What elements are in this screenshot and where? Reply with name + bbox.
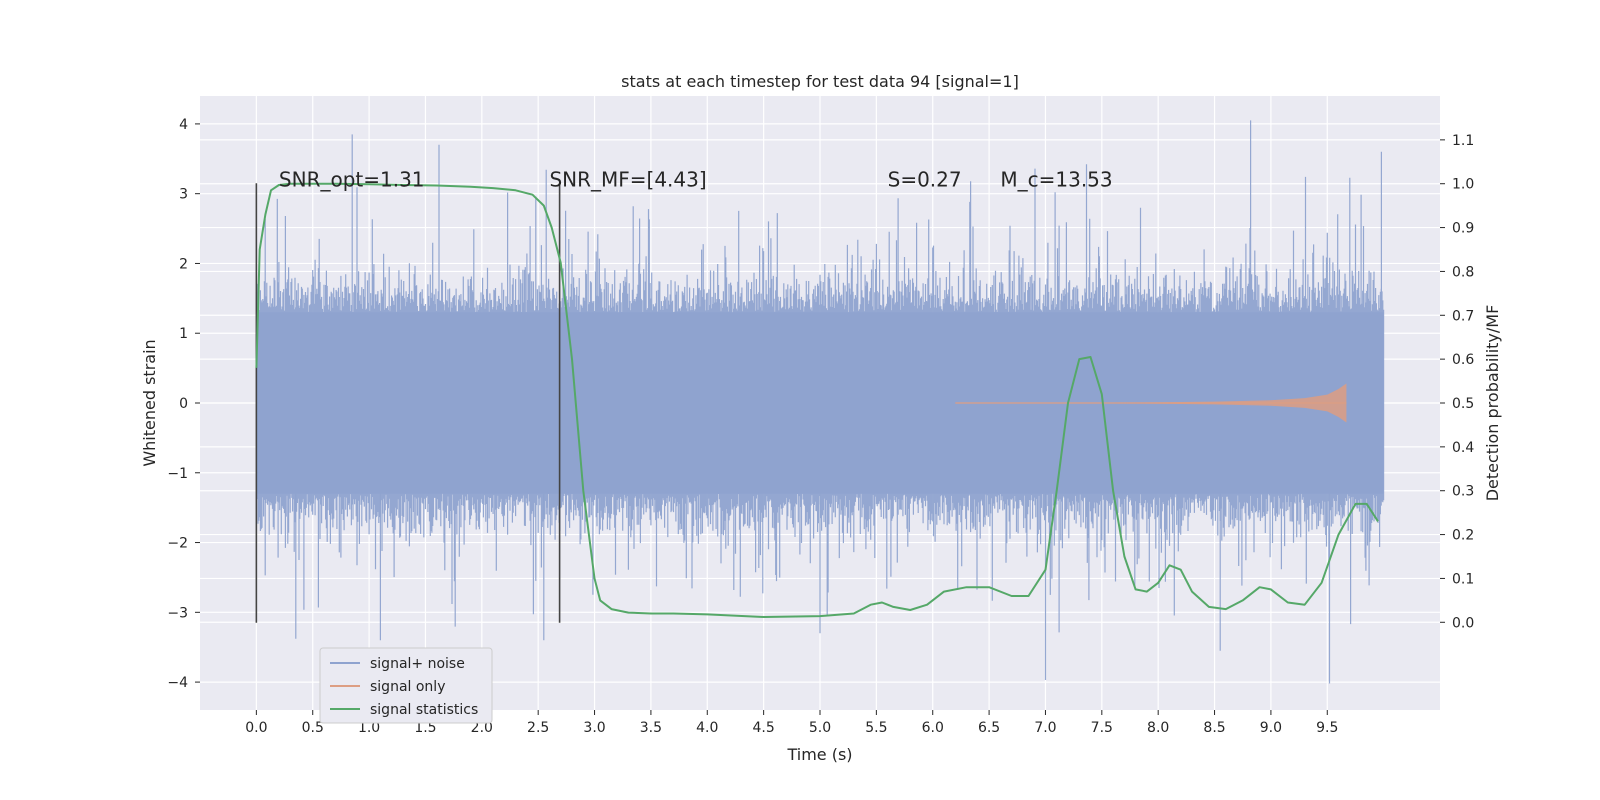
x-tick-label: 4.0 [696,720,718,736]
legend-label-signal-noise: signal+ noise [370,656,465,672]
y2-tick-label: 0.8 [1452,264,1474,280]
y-tick-label: 2 [179,256,188,272]
annotations: SNR_opt=1.31 SNR_MF=[4.43] S=0.27 M_c=13.53 [279,168,1113,192]
y2-axis-label: Detection probability/MF [1483,305,1502,502]
legend-label-signal-only: signal only [370,679,445,695]
x-tick-label: 8.5 [1203,720,1225,736]
x-tick-label: 6.0 [922,720,944,736]
y2-tick-label: 0.1 [1452,571,1474,587]
x-axis-ticks: 0.0 0.5 1.0 1.5 2.0 2.5 3.0 3.5 4.0 4.5 5.0 5.5 6.0 6… [245,710,1338,736]
y2-tick-label: 1.1 [1452,133,1474,149]
x-tick-label: 9.0 [1260,720,1282,736]
x-tick-label: 7.0 [1034,720,1056,736]
y2-tick-label: 0.9 [1452,221,1474,237]
annotation-mc: M_c=13.53 [1000,168,1112,192]
x-tick-label: 1.0 [358,720,380,736]
x-tick-label: 1.5 [414,720,436,736]
x-tick-label: 0.5 [302,720,324,736]
y2-tick-label: 0.0 [1452,615,1474,631]
annotation-s: S=0.27 [888,168,962,192]
x-tick-label: 3.0 [583,720,605,736]
legend-box [319,647,493,724]
x-tick-label: 0.0 [245,720,267,736]
series-signal-statistics [255,182,1379,618]
x-tick-label: 8.0 [1147,720,1169,736]
legend-label-signal-statistics: signal statistics [370,702,478,718]
x-tick-label: 4.5 [753,720,775,736]
y2-tick-label: 0.3 [1452,484,1474,500]
chart-title: stats at each timestep for test data 94 … [621,72,1019,91]
x-tick-label: 5.0 [809,720,831,736]
y-axis-ticks: −4 −3 −2 −1 0 1 2 3 4 [167,117,200,691]
y2-axis-ticks: 0.0 0.1 0.2 0.3 0.4 0.5 0.6 0.7 0.8 0.9 1.0 1.1 [1440,133,1474,631]
plot-area [255,120,1385,684]
y-tick-label: −2 [167,536,188,552]
y-tick-label: 3 [179,187,188,203]
y-tick-label: −3 [167,605,188,621]
annotation-snr-opt: SNR_opt=1.31 [279,168,425,192]
x-tick-label: 2.5 [527,720,549,736]
legend: signal+ noise signal only signal statist… [319,647,493,724]
y-tick-label: 1 [179,326,188,342]
annotation-snr-mf: SNR_MF=[4.43] [549,168,706,192]
y-tick-label: −4 [167,675,188,691]
x-axis-label: Time (s) [786,745,852,764]
y-tick-label: 4 [179,117,188,133]
y2-tick-label: 0.2 [1452,528,1474,544]
y2-tick-label: 0.4 [1452,440,1474,456]
y2-tick-label: 0.7 [1452,308,1474,324]
y-axis-label: Whitened strain [140,339,159,466]
x-tick-label: 7.5 [1091,720,1113,736]
y-tick-label: 0 [179,396,188,412]
y2-tick-label: 0.5 [1452,396,1474,412]
x-tick-label: 9.5 [1316,720,1338,736]
y2-tick-label: 0.6 [1452,352,1474,368]
x-tick-label: 3.5 [640,720,662,736]
y-tick-label: −1 [167,466,188,482]
x-tick-label: 6.5 [978,720,1000,736]
x-tick-label: 2.0 [471,720,493,736]
x-tick-label: 5.5 [865,720,887,736]
y2-tick-label: 1.0 [1452,177,1474,193]
